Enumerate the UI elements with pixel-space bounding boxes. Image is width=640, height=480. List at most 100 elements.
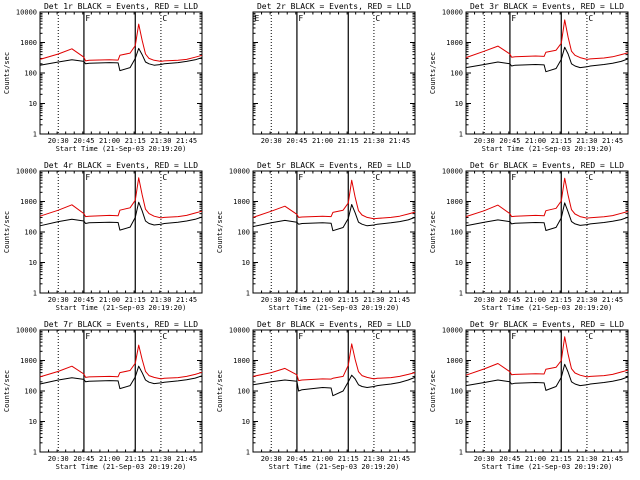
x-tick-label: 21:00 [525,455,546,463]
x-tick-label: 21:45 [602,455,623,463]
series-line-lld [252,179,416,220]
x-tick-label: 20:30 [48,137,69,145]
series-line-lld [39,177,203,219]
y-axis-ticks [40,170,202,294]
chart-title: Det 6r BLACK = Events, RED = LLD [470,161,624,170]
y-tick-label: 1 [33,131,37,139]
x-tick-label: 20:30 [261,296,282,304]
x-tick-label: 21:15 [338,455,359,463]
chart-title: Det 2r BLACK = Events, RED = LLD [257,2,411,11]
x-tick-label: 20:30 [474,137,495,145]
chart-title: Det 5r BLACK = Events, RED = LLD [257,161,411,170]
y-tick-label: 10000 [229,168,250,176]
x-tick-label: 20:30 [48,296,69,304]
marker-label: C [375,332,380,341]
panel-det-3: Det 3r BLACK = Events, RED = LLD 1 10 100 10… [429,2,629,153]
x-axis-label: Start Time (21-Sep-03 20:19:20) [269,304,400,312]
series-line-events [465,363,629,391]
x-tick-label: 21:00 [99,137,120,145]
series-line-lld [39,344,203,380]
marker-label: F [511,14,516,23]
marker-label: C [162,14,167,23]
x-tick-label: 21:30 [576,455,597,463]
x-tick-label: 21:30 [150,137,171,145]
x-tick-label: 21:45 [389,137,410,145]
panel-det-8: Det 8r BLACK = Events, RED = LLD 1 10 100 10… [216,320,416,471]
plot-frame [252,11,416,135]
marker-label: C [588,173,593,182]
y-axis-ticks [466,170,628,294]
y-axis-label: Counts/sec [216,211,224,253]
x-tick-label: 20:45 [499,455,520,463]
marker-label: F [298,332,303,341]
marker-label: F [85,173,90,182]
y-tick-label: 100 [24,70,37,78]
x-tick-label: 21:30 [363,455,384,463]
y-axis-ticks [466,11,628,135]
panel-det-5: Det 5r BLACK = Events, RED = LLD 1 10 100 10… [216,161,416,312]
series-line-events [252,204,416,232]
y-tick-label: 1000 [20,357,37,365]
x-tick-label: 20:45 [499,137,520,145]
plot-frame [465,329,629,453]
y-tick-label: 1000 [20,198,37,206]
x-tick-label: 20:30 [474,296,495,304]
y-tick-label: 100 [237,229,250,237]
marker-label: C [162,332,167,341]
x-tick-label: 21:00 [525,137,546,145]
panel-det-7: Det 7r BLACK = Events, RED = LLD 1 10 100 10… [3,320,203,471]
marker-label: F [298,14,303,23]
x-tick-label: 20:45 [286,296,307,304]
x-tick-label: 21:30 [150,296,171,304]
marker-label: C [162,173,167,182]
y-tick-label: 10000 [442,9,463,17]
plot-frame [465,11,629,135]
chart-title: Det 3r BLACK = Events, RED = LLD [470,2,624,11]
x-tick-label: 21:15 [551,137,572,145]
series-line-lld [465,177,629,219]
x-axis-label: Start Time (21-Sep-03 20:19:20) [269,463,400,471]
x-tick-label: 21:15 [125,296,146,304]
y-tick-label: 1 [459,449,463,457]
x-tick-label: 21:30 [363,296,384,304]
y-axis-label: Counts/sec [216,370,224,412]
x-tick-label: 21:00 [99,296,120,304]
x-tick-label: 21:15 [338,137,359,145]
y-tick-label: 1000 [446,357,463,365]
x-tick-label: 20:45 [73,455,94,463]
y-tick-label: 1000 [446,198,463,206]
y-tick-label: 10 [455,259,463,267]
plot-frame [39,170,203,294]
x-axis-ticks [39,171,195,293]
plot-frame [39,329,203,453]
y-axis-ticks [40,329,202,453]
x-tick-label: 20:45 [286,455,307,463]
x-axis-label: Start Time (21-Sep-03 20:19:20) [482,145,613,153]
x-tick-label: 21:15 [125,137,146,145]
x-axis-label: Start Time (21-Sep-03 20:19:20) [56,463,187,471]
y-tick-label: 1000 [20,39,37,47]
y-tick-label: 10000 [16,327,37,335]
x-tick-label: 21:45 [176,296,197,304]
panel-det-4: Det 4r BLACK = Events, RED = LLD 1 10 100 10… [3,161,203,312]
x-tick-label: 21:00 [312,296,333,304]
series-line-events [39,47,203,72]
x-axis-ticks [252,12,408,134]
panel-det-9: Det 9r BLACK = Events, RED = LLD 1 10 100 10… [429,320,629,471]
x-tick-label: 21:45 [176,455,197,463]
y-tick-label: 100 [450,388,463,396]
marker-label: F [511,173,516,182]
marker-label: F [298,173,303,182]
y-tick-label: 100 [237,388,250,396]
x-tick-label: 20:45 [73,137,94,145]
plot-frame [465,170,629,294]
series-line-events [465,202,629,231]
y-tick-label: 10000 [16,168,37,176]
y-tick-label: 1 [33,290,37,298]
y-tick-label: 1 [33,449,37,457]
marker-label: F [511,332,516,341]
marker-label: C [375,14,380,23]
y-axis-ticks [466,329,628,453]
series-line-events [39,365,203,390]
